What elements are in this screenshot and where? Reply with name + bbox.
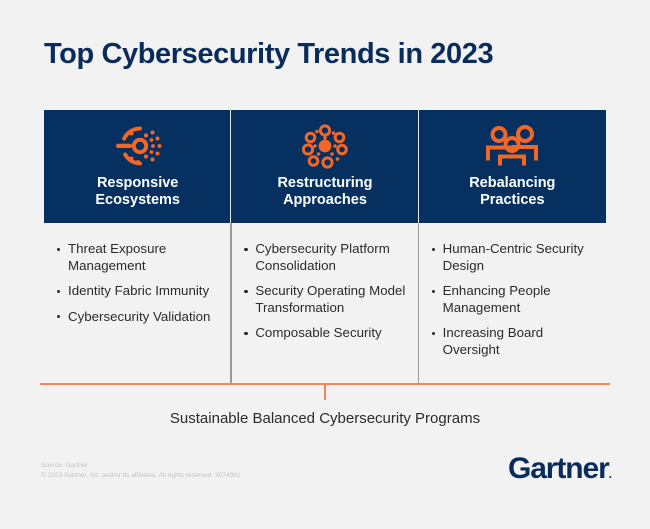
gartner-logo: Gartner.	[508, 452, 612, 491]
column-header: Responsive Ecosystems	[44, 110, 232, 223]
list-item: Threat Exposure Management	[56, 241, 219, 274]
trend-column-restructuring-approaches: Restructuring Approaches Cybersecurity P…	[230, 110, 419, 385]
list-item: Identity Fabric Immunity	[56, 283, 219, 300]
list-item: Enhancing People Management	[431, 283, 594, 316]
column-title: Rebalancing Practices	[469, 175, 556, 208]
summary-rule-tick	[324, 385, 327, 400]
list-item: Increasing Board Oversight	[431, 325, 594, 358]
column-bullets: Threat Exposure Management Identity Fabr…	[44, 223, 231, 385]
node-cluster-icon	[299, 119, 351, 173]
column-bullets: Human-Centric Security Design Enhancing …	[417, 223, 606, 385]
source-attribution: Source: Gartner © 2023 Gartner, Inc. and…	[41, 461, 241, 480]
radial-network-icon	[112, 119, 164, 173]
column-bullets: Cybersecurity Platform Consolidation Sec…	[230, 223, 418, 385]
summary-rule	[40, 383, 610, 386]
list-item: Cybersecurity Validation	[56, 309, 219, 326]
list-item: Security Operating Model Transformation	[244, 283, 406, 315]
column-divider-top	[230, 110, 232, 223]
gartner-logo-mark: .	[608, 467, 612, 481]
page-title: Top Cybersecurity Trends in 2023	[44, 38, 494, 70]
people-group-icon	[483, 119, 541, 173]
list-item: Composable Security	[244, 325, 406, 342]
column-divider-bottom	[417, 223, 419, 383]
column-divider-top	[417, 110, 420, 223]
summary-caption: Sustainable Balanced Cybersecurity Progr…	[169, 410, 481, 427]
column-header: Rebalancing Practices	[418, 110, 606, 223]
trend-column-responsive-ecosystems: Responsive Ecosystems Threat Exposure Ma…	[44, 110, 232, 385]
list-item: Human-Centric Security Design	[431, 241, 594, 274]
copyright-line: © 2023 Gartner, Inc. and/or its affiliat…	[41, 471, 241, 479]
gartner-logo-text: Gartner	[507, 452, 610, 485]
column-header: Restructuring Approaches	[231, 110, 419, 223]
trend-column-rebalancing-practices: Rebalancing Practices Human-Centric Secu…	[417, 110, 606, 385]
list-item: Cybersecurity Platform Consolidation	[244, 241, 406, 274]
column-title: Responsive Ecosystems	[95, 175, 180, 208]
column-divider-bottom	[230, 223, 232, 383]
column-title: Restructuring Approaches	[277, 175, 373, 208]
source-line: Source: Gartner	[41, 462, 88, 469]
trend-columns: Responsive Ecosystems Threat Exposure Ma…	[44, 110, 606, 385]
